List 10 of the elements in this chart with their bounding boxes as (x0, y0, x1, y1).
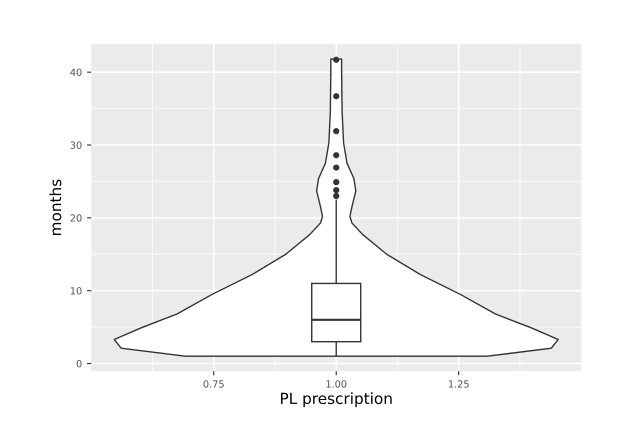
x-tick-label: 1.25 (448, 380, 469, 388)
x-tick-label: 1.00 (326, 380, 346, 388)
y-tick-label: 40 (70, 68, 82, 76)
y-tick-label: 10 (70, 287, 82, 295)
y-tick-label: 20 (70, 214, 82, 222)
y-tick-label: 30 (70, 141, 82, 149)
x-tick-label: 0.75 (204, 380, 224, 388)
x-axis-title: PL prescription (280, 392, 392, 408)
y-tick-label: 0 (76, 360, 82, 368)
y-axis-title: months (49, 180, 62, 236)
